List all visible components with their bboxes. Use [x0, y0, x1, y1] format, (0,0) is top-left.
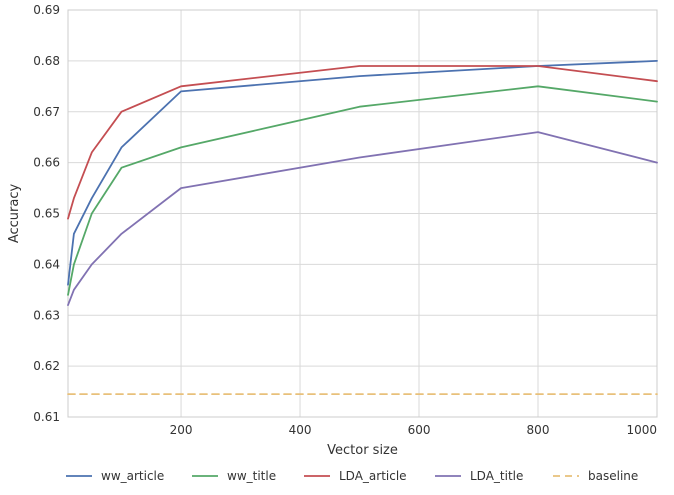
y-tick-label: 0.69 [33, 3, 60, 17]
legend-label: ww_article [101, 469, 164, 483]
y-tick-label: 0.62 [33, 359, 60, 373]
x-tick-label: 200 [170, 423, 193, 437]
y-tick-label: 0.66 [33, 156, 60, 170]
x-axis-label: Vector size [327, 443, 398, 458]
series-line-ww-title [67, 85, 658, 296]
legend-label: ww_title [227, 469, 276, 483]
legend-label: LDA_title [470, 469, 523, 483]
x-tick-label: 800 [527, 423, 550, 437]
legend: ww_article ww_title LDA_article LDA_title ba… [66, 469, 638, 483]
y-tick-label: 0.68 [33, 54, 60, 68]
y-tick-label: 0.63 [33, 308, 60, 322]
y-tick-label: 0.65 [33, 207, 60, 221]
x-tick-label: 400 [289, 423, 312, 437]
grid [68, 9, 658, 418]
plot-area-frame [67, 9, 658, 418]
x-tick-label: 600 [408, 423, 431, 437]
x-tick-label: 1000 [626, 423, 657, 437]
series-line-ww-article [67, 60, 658, 286]
series-line-lda-title [67, 131, 658, 307]
series-line-lda-article [67, 65, 658, 220]
series-lines [67, 60, 658, 396]
y-tick-label: 0.67 [33, 105, 60, 119]
y-tick-label: 0.61 [33, 410, 60, 424]
legend-label: baseline [588, 469, 638, 483]
y-tick-label: 0.64 [33, 257, 60, 271]
legend-label: LDA_article [339, 469, 407, 483]
tick-labels: 0.61 0.62 0.63 0.64 0.65 0.66 0.67 0.68 0.69 200 4… [33, 3, 657, 437]
y-axis-label: Accuracy [7, 184, 22, 244]
